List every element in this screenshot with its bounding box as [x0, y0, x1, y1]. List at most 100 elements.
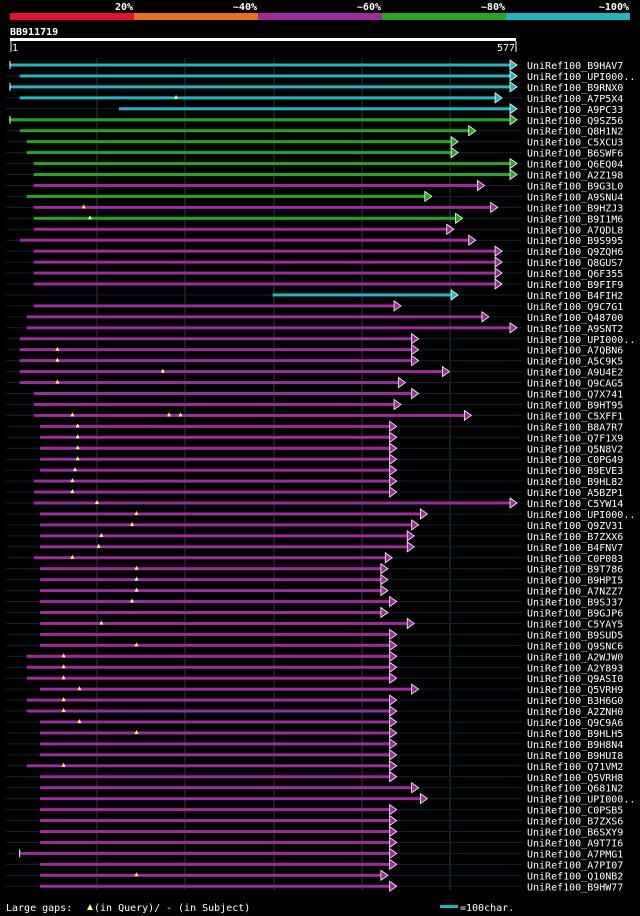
- hit-label[interactable]: UniRef100_Q7F1X9: [527, 433, 623, 444]
- hit-label[interactable]: UniRef100_Q6EQ04: [527, 160, 623, 171]
- hit-row[interactable]: UniRef100_A9U4E2: [6, 365, 623, 379]
- hit-bar[interactable]: [39, 424, 391, 428]
- hit-row[interactable]: UniRef100_Q6F355: [6, 267, 623, 280]
- hit-row[interactable]: UniRef100_Q7X741: [6, 387, 623, 401]
- hit-bar[interactable]: [26, 676, 391, 680]
- hit-bar[interactable]: [39, 621, 409, 625]
- hit-row[interactable]: UniRef100_Q48700: [6, 311, 623, 324]
- hit-label[interactable]: UniRef100_B7ZXS6: [527, 817, 623, 828]
- hit-bar[interactable]: [19, 74, 511, 78]
- hit-bar[interactable]: [19, 851, 391, 855]
- hit-row[interactable]: UniRef100_A7NZZ7: [6, 584, 623, 598]
- hit-bar[interactable]: [39, 808, 391, 812]
- hit-label[interactable]: UniRef100_A9SNU4: [527, 192, 623, 203]
- hit-row[interactable]: UniRef100_Q9ZV31: [6, 519, 623, 532]
- hit-bar[interactable]: [33, 392, 413, 395]
- hit-bar[interactable]: [39, 753, 391, 757]
- hit-bar[interactable]: [33, 227, 448, 231]
- hit-label[interactable]: UniRef100_A2ZNH0: [527, 707, 623, 718]
- hit-bar[interactable]: [33, 402, 396, 406]
- hit-label[interactable]: UniRef100_B9EVE3: [527, 466, 623, 477]
- hit-bar[interactable]: [33, 183, 479, 187]
- hit-bar[interactable]: [26, 151, 453, 155]
- hit-row[interactable]: UniRef100_Q5VRH8: [6, 770, 623, 784]
- hit-label[interactable]: UniRef100_Q10NB2: [527, 871, 623, 882]
- hit-label[interactable]: UniRef100_Q8H1N2: [527, 127, 623, 138]
- hit-bar[interactable]: [39, 512, 422, 516]
- hit-label[interactable]: UniRef100_Q9CAG5: [527, 379, 623, 390]
- hit-row[interactable]: UniRef100_B3H6G0: [6, 694, 623, 707]
- hit-label[interactable]: UniRef100_B9G3L0: [527, 181, 623, 192]
- hit-row[interactable]: UniRef100_Q71VM2: [6, 760, 623, 773]
- hit-bar[interactable]: [19, 381, 400, 385]
- hit-label[interactable]: UniRef100_B9HLH5: [527, 729, 623, 740]
- hit-row[interactable]: UniRef100_C5XCU3: [6, 135, 623, 149]
- hit-label[interactable]: UniRef100_B4FNV7: [527, 543, 623, 554]
- hit-row[interactable]: UniRef100_B9HW77: [6, 880, 623, 893]
- hit-bar[interactable]: [26, 326, 511, 330]
- hit-label[interactable]: UniRef100_Q48700: [527, 313, 623, 324]
- hit-label[interactable]: UniRef100_C5YW14: [527, 499, 623, 510]
- hit-bar[interactable]: [39, 797, 422, 801]
- hit-row[interactable]: UniRef100_B9G3L0: [6, 179, 623, 192]
- hit-row[interactable]: UniRef100_A7P5X4: [6, 92, 623, 105]
- hit-label[interactable]: UniRef100_A2Z198: [527, 171, 623, 182]
- hit-row[interactable]: UniRef100_B9S995: [6, 234, 623, 247]
- hit-bar[interactable]: [26, 764, 391, 768]
- hit-row[interactable]: UniRef100_A9PC33: [6, 103, 623, 116]
- hit-row[interactable]: UniRef100_Q9ZQH6: [6, 245, 623, 258]
- hit-bar[interactable]: [39, 632, 391, 636]
- hit-row[interactable]: UniRef100_Q9SNC6: [6, 639, 623, 652]
- hit-row[interactable]: UniRef100_B8A7R7: [6, 420, 623, 433]
- hit-bar[interactable]: [39, 775, 391, 779]
- hit-bar[interactable]: [39, 786, 413, 790]
- hit-row[interactable]: UniRef100_Q9C9A6: [6, 716, 623, 729]
- hit-label[interactable]: UniRef100_A7QBN6: [527, 346, 623, 357]
- hit-label[interactable]: UniRef100_A2WJW0: [527, 652, 623, 663]
- hit-bar[interactable]: [10, 85, 511, 89]
- hit-bar[interactable]: [39, 840, 391, 844]
- hit-row[interactable]: UniRef100_A9SNU4: [6, 190, 623, 203]
- hit-label[interactable]: UniRef100_Q7X741: [527, 390, 623, 401]
- hit-label[interactable]: UniRef100_B9HAV7: [527, 61, 623, 72]
- hit-label[interactable]: UniRef100_Q9ZV31: [527, 521, 623, 532]
- hit-bar[interactable]: [26, 194, 426, 198]
- hit-label[interactable]: UniRef100_Q8GUS7: [527, 258, 623, 269]
- hit-row[interactable]: UniRef100_A7PI07: [6, 858, 623, 871]
- hit-label[interactable]: UniRef100_A7PI07: [527, 860, 623, 871]
- hit-row[interactable]: UniRef100_A2ZNH0: [6, 705, 623, 718]
- hit-bar[interactable]: [39, 819, 391, 823]
- hit-row[interactable]: UniRef100_A2WJW0: [6, 650, 623, 663]
- hit-row[interactable]: UniRef100_Q5VRH9: [6, 683, 623, 696]
- hit-row[interactable]: UniRef100_A7QBN6: [6, 343, 623, 357]
- hit-label[interactable]: UniRef100_C5YAY5: [527, 619, 623, 630]
- hit-row[interactable]: UniRef100_Q9CAG5: [6, 376, 623, 390]
- hit-row[interactable]: UniRef100_C0P083: [6, 551, 623, 565]
- hit-label[interactable]: UniRef100_Q9ASI0: [527, 674, 623, 685]
- hit-label[interactable]: UniRef100_Q9C9A6: [527, 718, 623, 729]
- hit-row[interactable]: UniRef100_C5YAY5: [6, 617, 623, 630]
- hit-bar[interactable]: [118, 107, 512, 111]
- hit-row[interactable]: UniRef100_B6SWF6: [6, 146, 623, 160]
- hit-bar[interactable]: [39, 643, 391, 647]
- hit-bar[interactable]: [33, 260, 497, 264]
- hit-label[interactable]: UniRef100_C0PSB5: [527, 806, 623, 817]
- hit-row[interactable]: UniRef100_B9HUI8: [6, 749, 623, 762]
- hit-bar[interactable]: [39, 830, 391, 833]
- hit-label[interactable]: UniRef100_Q5N8V2: [527, 444, 623, 455]
- hit-row[interactable]: UniRef100_A7QDL8: [6, 223, 623, 236]
- hit-bar[interactable]: [33, 490, 391, 494]
- hit-row[interactable]: UniRef100_B9GJP6: [6, 606, 623, 620]
- hit-bar[interactable]: [39, 468, 391, 472]
- hit-row[interactable]: UniRef100_B9HLH5: [6, 727, 623, 740]
- hit-label[interactable]: UniRef100_B3H6G0: [527, 696, 623, 707]
- hit-label[interactable]: UniRef100_B9SJ37: [527, 598, 623, 609]
- hit-row[interactable]: UniRef100_Q8H1N2: [6, 124, 623, 138]
- hit-label[interactable]: UniRef100_B9T786: [527, 565, 623, 576]
- hit-bar[interactable]: [19, 348, 413, 352]
- hit-bar[interactable]: [26, 654, 391, 658]
- hit-row[interactable]: UniRef100_A5BZP1: [6, 486, 623, 499]
- hit-row[interactable]: UniRef100_Q10NB2: [6, 869, 623, 882]
- hit-row[interactable]: UniRef100_C0PG49: [6, 453, 623, 466]
- hit-row[interactable]: UniRef100_B9I1M6: [6, 212, 623, 225]
